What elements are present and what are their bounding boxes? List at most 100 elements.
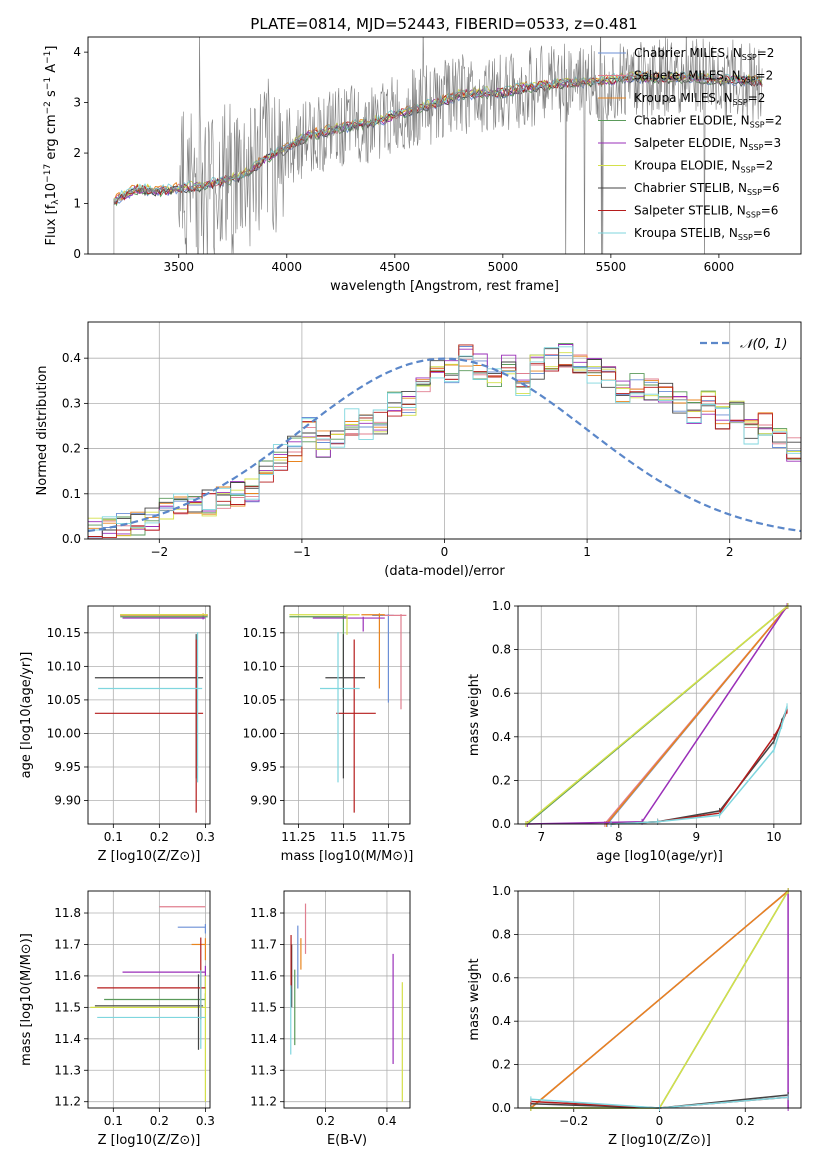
y-tick-label: 10.15 <box>243 626 277 640</box>
y-tick-label: 9.90 <box>54 794 81 808</box>
legend-label: Salpeter STELIB, NSSP=6 <box>634 204 778 220</box>
y-tick-label: 11.8 <box>54 906 81 920</box>
y-tick-label: 0.3 <box>62 396 81 410</box>
x-axis-label: E(B-V) <box>327 1133 367 1148</box>
x-tick-label: 11.5 <box>330 830 357 844</box>
y-tick-label: 10.05 <box>243 693 277 707</box>
residual-histogram-9 <box>88 346 801 531</box>
x-tick-label: −1 <box>293 545 311 559</box>
y-tick-label: 0.8 <box>492 643 511 657</box>
x-tick-label: 0 <box>656 1114 664 1128</box>
y-tick-label: 10.15 <box>47 626 81 640</box>
legend-label: Kroupa ELODIE, NSSP=2 <box>634 159 773 175</box>
axes-frame <box>517 605 802 825</box>
y-tick-label: 0.6 <box>492 686 511 700</box>
x-tick-label: 10 <box>766 830 781 844</box>
x-tick-label: 11.75 <box>371 830 405 844</box>
histograms <box>88 342 801 539</box>
y-tick-label: 10.05 <box>47 693 81 707</box>
residual-histogram-7 <box>88 348 801 538</box>
mass-weight-curve-9 <box>610 706 788 825</box>
y-tick-label: 4 <box>73 45 81 59</box>
mass-weight-curve-8 <box>610 710 788 825</box>
legend-label: Salpeter MILES, NSSP=2 <box>634 69 773 85</box>
y-tick-label: 11.7 <box>54 937 81 951</box>
y-axis-label: mass [log10(M/M⊙)] <box>19 933 34 1066</box>
x-tick-label: 3500 <box>163 260 194 274</box>
legend-label: Chabrier STELIB, NSSP=6 <box>634 181 780 197</box>
mass-weight-curves <box>525 603 789 827</box>
y-tick-label: 11.4 <box>250 1032 277 1046</box>
y-tick-label: 0.2 <box>492 773 511 787</box>
mass-weight-curve-3 <box>605 605 789 825</box>
y-tick-label: 11.6 <box>54 969 81 983</box>
legend-label: Kroupa MILES, NSSP=2 <box>634 91 765 107</box>
axes-frame <box>87 36 802 255</box>
y-tick-label: 11.8 <box>250 906 277 920</box>
y-tick-label: 11.3 <box>54 1063 81 1077</box>
y-axis-label: mass weight <box>467 674 482 756</box>
axes-frame <box>517 890 802 1109</box>
x-tick-label: 0.2 <box>736 1114 755 1128</box>
x-tick-label: 1 <box>583 545 591 559</box>
mass-weight-curve-3 <box>530 890 789 1109</box>
x-tick-label: 9 <box>693 830 701 844</box>
mass-weight-curve-6 <box>525 605 789 825</box>
panel-cumulative-mass-weight-vs-Z: −0.2 0 0.2 0.0 0.2 0.4 0.6 0.8 1.0 Z [log10(Z/Z⊙)… <box>467 884 802 1148</box>
y-tick-label: 11.5 <box>250 1000 277 1014</box>
x-tick-label: 4500 <box>380 260 411 274</box>
x-tick-label: 7 <box>537 830 545 844</box>
panel-mass-vs-EBV: 0.2 0.4 11.2 11.3 11.4 11.5 11.6 11.7 11.8 E(B-V) <box>250 890 411 1148</box>
y-tick-label: 9.90 <box>250 794 277 808</box>
y-tick-label: 11.2 <box>250 1095 277 1109</box>
x-tick-label: 0.2 <box>316 1114 335 1128</box>
y-tick-label: 3 <box>73 96 81 110</box>
y-tick-label: 10.10 <box>47 659 81 673</box>
x-axis-label: mass [log10(M/M⊙)] <box>281 849 414 864</box>
y-tick-label: 0.0 <box>492 1101 511 1115</box>
y-tick-label: 1.0 <box>492 599 511 613</box>
y-axis-label: mass weight <box>467 958 482 1040</box>
x-tick-label: 5000 <box>488 260 519 274</box>
x-tick-label: 11.25 <box>281 830 315 844</box>
legend: Chabrier MILES, NSSP=2 Salpeter MILES, NS… <box>598 46 782 242</box>
residual-histogram-2 <box>88 354 801 539</box>
x-tick-label: 0.4 <box>377 1114 396 1128</box>
y-tick-label: 1.0 <box>492 884 511 898</box>
y-tick-label: 0.0 <box>62 532 81 546</box>
x-tick-label: 5500 <box>596 260 627 274</box>
legend-label: Kroupa STELIB, NSSP=6 <box>634 226 771 242</box>
x-tick-label: 0.3 <box>196 1114 215 1128</box>
y-tick-label: 9.95 <box>54 760 81 774</box>
y-tick-label: 0.6 <box>492 971 511 985</box>
x-tick-label: 0 <box>441 545 449 559</box>
legend-label: Chabrier ELODIE, NSSP=2 <box>634 114 782 130</box>
y-tick-label: 0.4 <box>62 351 81 365</box>
x-tick-label: 0.1 <box>104 1114 123 1128</box>
y-tick-label: 0.8 <box>492 927 511 941</box>
errorbars <box>90 906 206 1102</box>
x-tick-label: 0.1 <box>104 830 123 844</box>
x-tick-label: 6000 <box>704 260 735 274</box>
x-tick-label: 8 <box>615 830 623 844</box>
legend-label: Salpeter ELODIE, NSSP=3 <box>634 136 781 152</box>
figure-title: PLATE=0814, MJD=52443, FIBERID=0533, z=0… <box>250 15 637 33</box>
y-tick-label: 11.3 <box>250 1063 277 1077</box>
y-tick-label: 0.2 <box>492 1058 511 1072</box>
spectrum-plot <box>113 37 763 254</box>
y-tick-label: 10.00 <box>243 726 277 740</box>
x-axis-label: wavelength [Angstrom, rest frame] <box>330 279 559 294</box>
observed-spectrum <box>113 37 763 254</box>
errorbars <box>94 613 208 813</box>
x-axis-label: Z [log10(Z/Z⊙)] <box>98 849 201 864</box>
x-tick-label: 0.3 <box>196 830 215 844</box>
panel-mass-vs-Z: 0.1 0.2 0.3 11.2 11.3 11.4 11.5 11.6 11.7 11.8 Z [… <box>19 890 215 1148</box>
axes-frame <box>283 890 411 1109</box>
y-tick-label: 11.5 <box>54 1000 81 1014</box>
x-tick-label: 0.2 <box>150 1114 169 1128</box>
y-tick-label: 0.1 <box>62 487 81 501</box>
y-tick-label: 9.95 <box>250 760 277 774</box>
panel-residuals: −2 −1 0 1 2 0.0 0.1 0.2 0.3 0.4 (data-model)/error… <box>35 321 802 579</box>
panel-spectrum: 3500 4000 4500 5000 5500 6000 0 1 2 3 4 wavelength … <box>43 36 802 294</box>
